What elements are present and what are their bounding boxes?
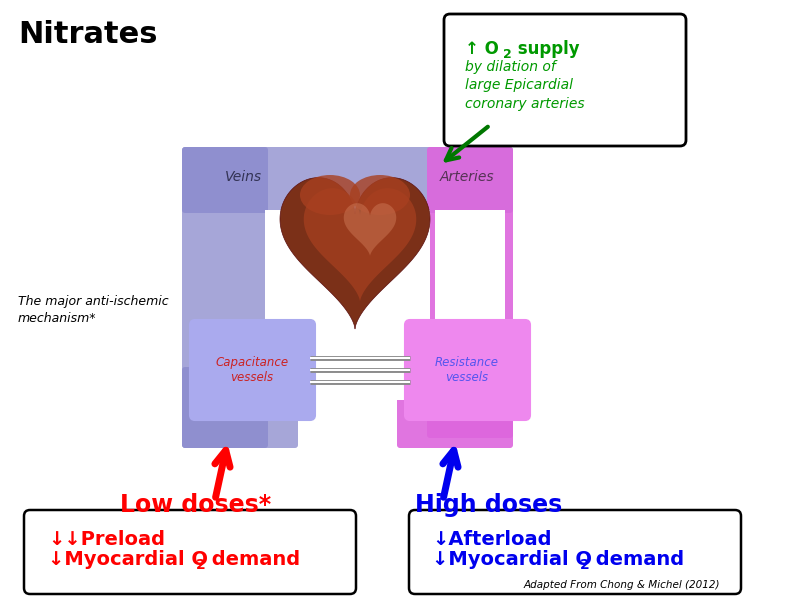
Text: Adapted From Chong & Michel (2012): Adapted From Chong & Michel (2012) xyxy=(523,580,720,590)
Text: supply: supply xyxy=(512,40,580,58)
FancyBboxPatch shape xyxy=(397,337,513,448)
Text: demand: demand xyxy=(205,550,300,569)
Text: Veins: Veins xyxy=(225,170,262,184)
FancyBboxPatch shape xyxy=(435,210,505,400)
Text: ↓↓Preload: ↓↓Preload xyxy=(48,530,165,549)
FancyBboxPatch shape xyxy=(265,210,430,400)
FancyBboxPatch shape xyxy=(405,320,530,420)
FancyBboxPatch shape xyxy=(444,14,686,146)
FancyBboxPatch shape xyxy=(190,320,315,420)
Text: 2: 2 xyxy=(580,558,590,572)
Polygon shape xyxy=(280,178,430,329)
Polygon shape xyxy=(304,188,416,302)
Text: High doses: High doses xyxy=(415,493,562,517)
Text: demand: demand xyxy=(589,550,684,569)
FancyBboxPatch shape xyxy=(24,510,356,594)
Text: Resistance
vessels: Resistance vessels xyxy=(435,356,499,384)
Text: ↓Myocardial O: ↓Myocardial O xyxy=(48,550,208,569)
FancyBboxPatch shape xyxy=(427,147,513,438)
Text: ↓Afterload: ↓Afterload xyxy=(432,530,551,549)
Text: Arteries: Arteries xyxy=(440,170,494,184)
Text: 2: 2 xyxy=(196,558,206,572)
Text: 2: 2 xyxy=(503,48,512,61)
FancyBboxPatch shape xyxy=(182,147,513,213)
Text: Capacitance
vessels: Capacitance vessels xyxy=(215,356,289,384)
Text: by dilation of
large Epicardial
coronary arteries: by dilation of large Epicardial coronary… xyxy=(465,60,585,111)
Text: Nitrates: Nitrates xyxy=(18,20,158,49)
Polygon shape xyxy=(344,203,396,256)
FancyBboxPatch shape xyxy=(182,367,298,448)
FancyBboxPatch shape xyxy=(182,147,268,448)
Text: The major anti-ischemic
mechanism*: The major anti-ischemic mechanism* xyxy=(18,295,169,325)
Ellipse shape xyxy=(300,175,360,215)
Text: ↑ O: ↑ O xyxy=(465,40,499,58)
Text: Low doses*: Low doses* xyxy=(120,493,271,517)
Text: ↓Myocardial O: ↓Myocardial O xyxy=(432,550,592,569)
FancyBboxPatch shape xyxy=(409,510,741,594)
Ellipse shape xyxy=(350,175,410,215)
